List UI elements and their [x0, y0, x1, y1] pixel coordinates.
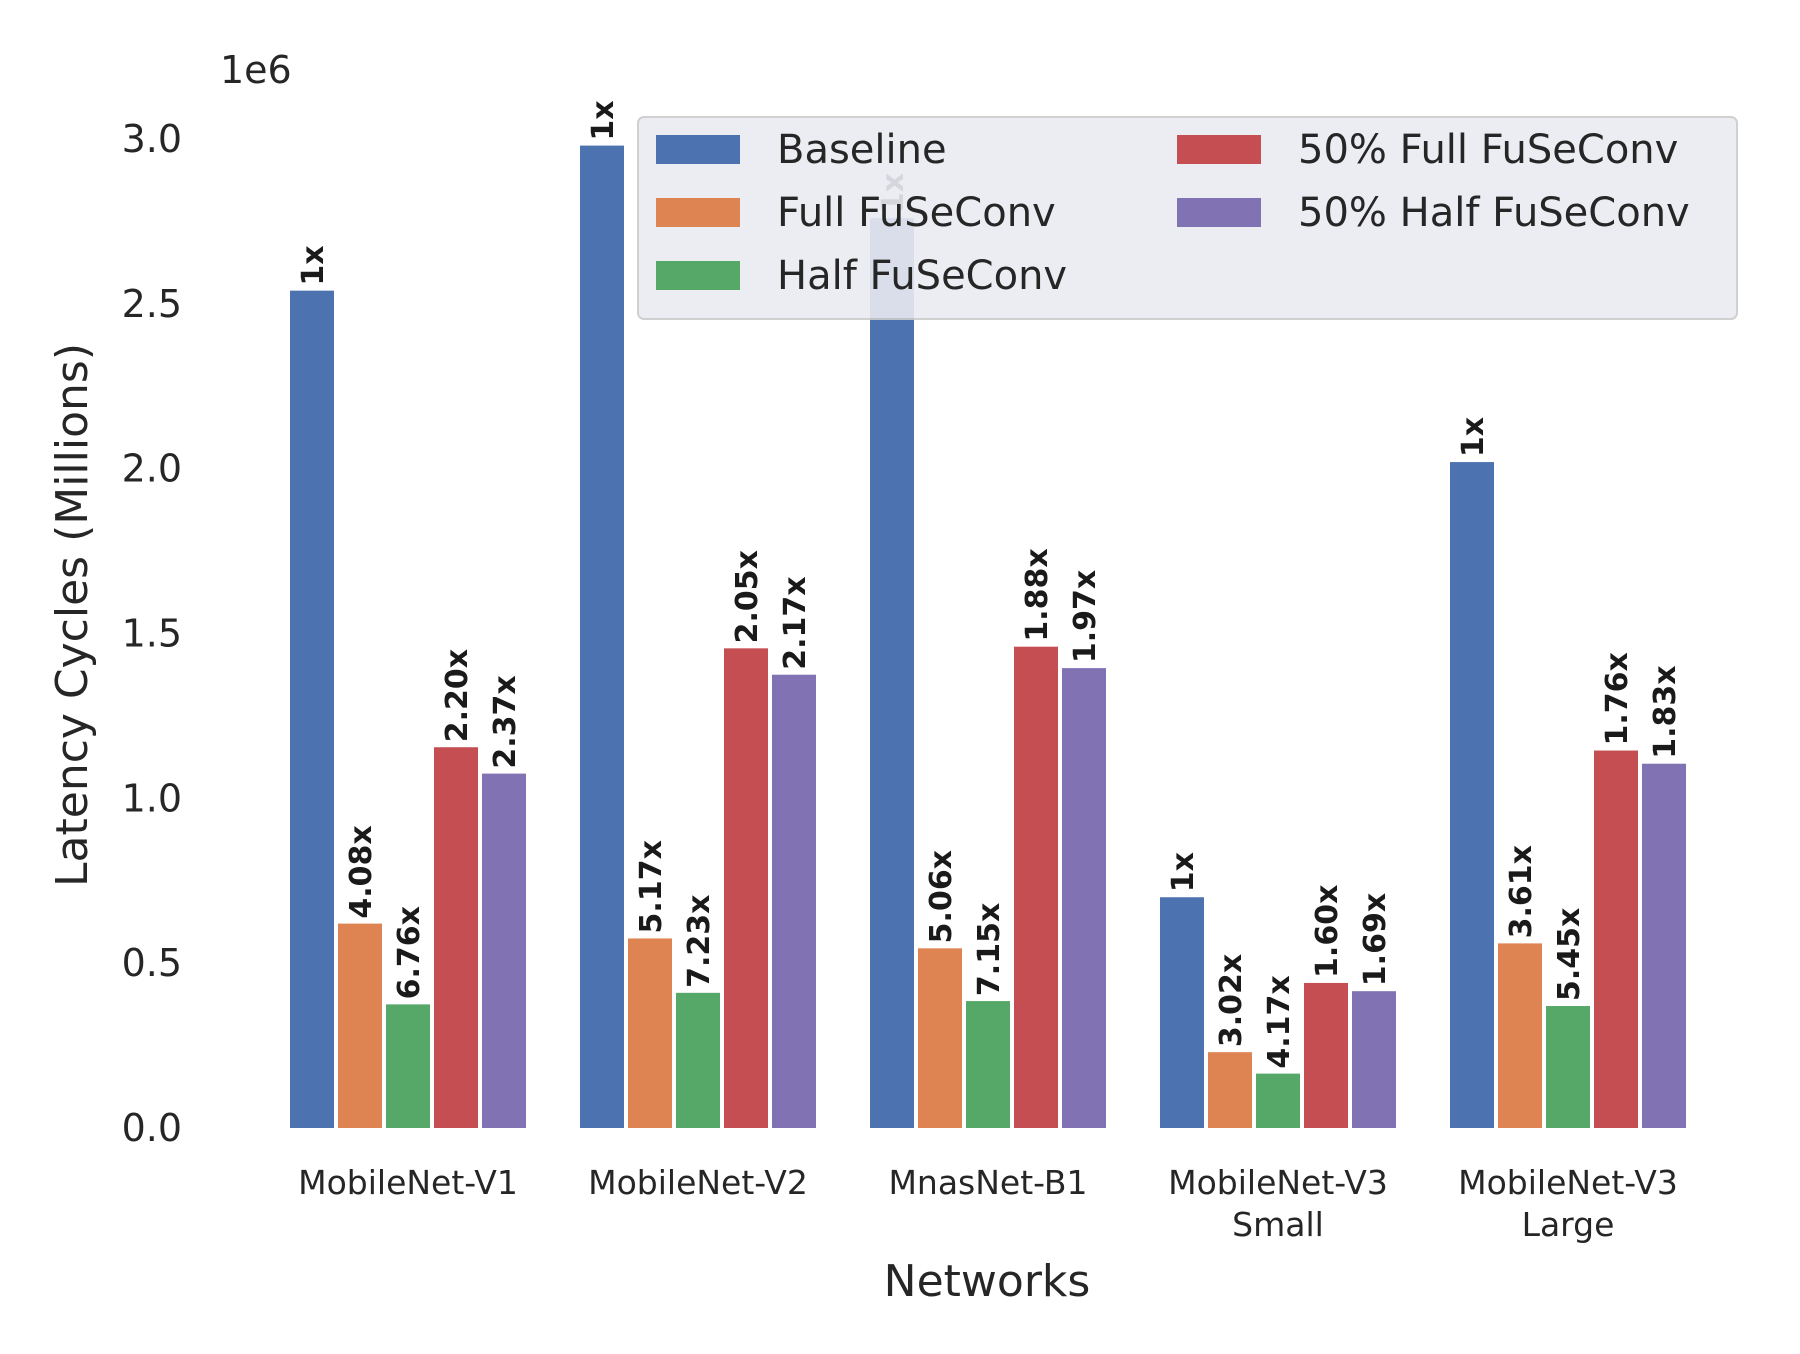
- x-tick-label-2: MobileNet-V2: [588, 1163, 808, 1202]
- bar-2-5: [1498, 943, 1542, 1128]
- legend-label-5: 50% Half FuSeConv: [1298, 190, 1690, 236]
- bar-label-2-2: 5.17x: [634, 840, 669, 933]
- bar-label-2-1: 4.08x: [344, 825, 379, 918]
- legend-swatch-2: [656, 198, 740, 227]
- legend: Baseline Full FuSeConv Half FuSeConv 50% Fu…: [637, 116, 1738, 320]
- y-axis-title: Latency Cycles (Millions): [47, 343, 98, 887]
- bar-2-1: [338, 923, 382, 1128]
- bar-4-2: [724, 648, 768, 1128]
- x-tick-label-4: MobileNet-V3 Small: [1168, 1163, 1388, 1244]
- legend-label-4: 50% Full FuSeConv: [1298, 127, 1678, 173]
- y-tick-label-3: 1.5: [122, 612, 182, 656]
- bar-1-5: [1450, 462, 1494, 1128]
- bar-label-3-3: 7.15x: [972, 903, 1007, 996]
- bar-label-5-2: 2.17x: [778, 576, 813, 669]
- bar-1-2: [580, 145, 624, 1129]
- y-tick-label-1: 0.5: [122, 941, 182, 985]
- y-tick-label-5: 2.5: [122, 282, 182, 326]
- bar-label-2-3: 5.06x: [924, 850, 959, 943]
- bar-label-4-2: 2.05x: [730, 550, 765, 643]
- bar-4-1: [434, 747, 478, 1128]
- bar-5-3: [1062, 668, 1106, 1128]
- legend-items: Baseline Full FuSeConv Half FuSeConv 50% Fu…: [656, 127, 1690, 299]
- bar-label-4-3: 1.88x: [1020, 548, 1055, 641]
- bar-1-4: [1160, 897, 1204, 1128]
- x-tick-line-3-1: MnasNet-B1: [888, 1163, 1087, 1202]
- bar-1-3: [870, 218, 914, 1128]
- bar-label-4-4: 1.60x: [1310, 885, 1345, 978]
- x-axis-title: Networks: [884, 1256, 1091, 1307]
- legend-swatch-1: [656, 135, 740, 164]
- bar-label-5-5: 1.83x: [1648, 665, 1683, 758]
- x-tick-line-5-2: Large: [1522, 1205, 1615, 1244]
- bar-5-4: [1352, 991, 1396, 1128]
- bar-4-4: [1304, 982, 1348, 1128]
- bar-label-3-5: 5.45x: [1552, 908, 1587, 1001]
- y-tick-label-4: 2.0: [122, 447, 182, 491]
- x-tick-line-1-1: MobileNet-V1: [298, 1163, 518, 1202]
- bar-label-3-4: 4.17x: [1262, 975, 1297, 1068]
- bar-label-5-4: 1.69x: [1358, 893, 1393, 986]
- y-tick-label-0: 0.0: [122, 1106, 182, 1150]
- x-tick-label-5: MobileNet-V3 Large: [1458, 1163, 1678, 1244]
- bar-label-3-2: 7.23x: [682, 894, 717, 987]
- legend-item-4: 50% Full FuSeConv: [1177, 127, 1678, 173]
- bar-label-1-4: 1x: [1166, 852, 1201, 892]
- y-tick-label-6: 3.0: [122, 117, 182, 161]
- bar-label-1-2: 1x: [586, 100, 621, 140]
- legend-swatch-3: [656, 261, 740, 290]
- bar-5-2: [772, 674, 816, 1128]
- y-tick-label-2: 1.0: [122, 776, 182, 820]
- x-tick-line-4-1: MobileNet-V3: [1168, 1163, 1388, 1202]
- bar-4-3: [1014, 646, 1058, 1128]
- bar-label-1-5: 1x: [1456, 417, 1491, 457]
- legend-item-3: Half FuSeConv: [656, 253, 1067, 299]
- bar-labels-layer: 1x1x1x1x1x4.08x5.17x5.06x3.02x3.61x6.76x…: [296, 100, 1683, 1068]
- bar-1-1: [290, 290, 334, 1128]
- bar-label-5-3: 1.97x: [1068, 570, 1103, 663]
- legend-swatch-5: [1177, 198, 1261, 227]
- bar-2-2: [628, 938, 672, 1128]
- bar-label-4-1: 2.20x: [440, 649, 475, 742]
- legend-item-1: Baseline: [656, 127, 947, 173]
- bar-label-2-5: 3.61x: [1504, 845, 1539, 938]
- bar-2-4: [1208, 1052, 1252, 1128]
- y-axis-ticks: 0.0 0.5 1.0 1.5 2.0 2.5 3.0: [122, 117, 182, 1150]
- bar-label-2-4: 3.02x: [1214, 954, 1249, 1047]
- x-axis-ticks: MobileNet-V1 MobileNet-V2 MnasNet-B1 Mobile…: [298, 1163, 1678, 1244]
- bar-3-2: [676, 992, 720, 1128]
- bar-label-4-5: 1.76x: [1600, 652, 1635, 745]
- bar-label-3-1: 6.76x: [392, 906, 427, 999]
- x-tick-line-4-2: Small: [1232, 1205, 1324, 1244]
- x-tick-label-1: MobileNet-V1: [298, 1163, 518, 1202]
- bar-3-3: [966, 1001, 1010, 1128]
- bar-2-3: [918, 948, 962, 1128]
- x-tick-line-5-1: MobileNet-V3: [1458, 1163, 1678, 1202]
- legend-item-5: 50% Half FuSeConv: [1177, 190, 1690, 236]
- x-tick-line-2-1: MobileNet-V2: [588, 1163, 808, 1202]
- bar-5-1: [482, 773, 526, 1128]
- bar-5-5: [1642, 763, 1686, 1128]
- legend-swatch-4: [1177, 135, 1261, 164]
- legend-label-1: Baseline: [777, 127, 947, 173]
- bar-4-5: [1594, 750, 1638, 1128]
- bar-label-5-1: 2.37x: [488, 675, 523, 768]
- legend-item-2: Full FuSeConv: [656, 190, 1056, 236]
- bar-3-1: [386, 1004, 430, 1128]
- bar-3-5: [1546, 1006, 1590, 1128]
- legend-label-3: Half FuSeConv: [777, 253, 1067, 299]
- legend-label-2: Full FuSeConv: [777, 190, 1056, 236]
- y-scale-label: 1e6: [220, 48, 292, 92]
- bars-layer: [290, 145, 1686, 1129]
- bar-3-4: [1256, 1073, 1300, 1128]
- x-tick-label-3: MnasNet-B1: [888, 1163, 1087, 1202]
- bar-label-1-1: 1x: [296, 245, 331, 285]
